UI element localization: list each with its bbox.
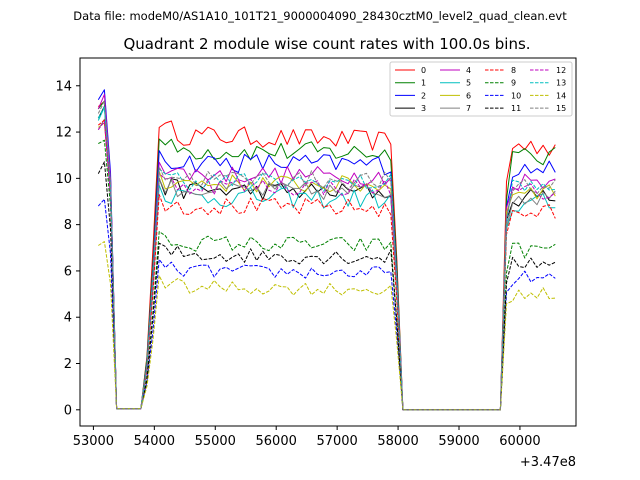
series-line-10 bbox=[97, 198, 556, 411]
y-tick-label: 6 bbox=[64, 264, 72, 279]
x-tick-label: 58000 bbox=[377, 434, 418, 449]
suptitle: Data file: modeM0/AS1A10_101T21_90000040… bbox=[73, 9, 567, 23]
y-tick-label: 10 bbox=[55, 172, 72, 187]
x-tick-label: 57000 bbox=[316, 434, 357, 449]
legend-label-12: 12 bbox=[556, 66, 566, 75]
legend-label-3: 3 bbox=[421, 104, 426, 113]
legend-label-4: 4 bbox=[466, 66, 471, 75]
legend-label-1: 1 bbox=[421, 79, 426, 88]
y-tick-label: 8 bbox=[64, 218, 72, 233]
x-tick-label: 53000 bbox=[73, 434, 114, 449]
legend-label-2: 2 bbox=[421, 91, 426, 100]
y-tick-label: 4 bbox=[64, 311, 72, 326]
legend-label-5: 5 bbox=[466, 79, 471, 88]
x-tick-label: 55000 bbox=[195, 434, 236, 449]
series-line-14 bbox=[98, 241, 556, 411]
legend-label-11: 11 bbox=[511, 104, 521, 113]
y-tick-label: 14 bbox=[55, 79, 72, 94]
plot-area bbox=[97, 89, 556, 411]
x-tick-label: 54000 bbox=[134, 434, 175, 449]
axes-frame bbox=[79, 57, 577, 427]
legend-label-14: 14 bbox=[556, 91, 566, 100]
chart-title: Quadrant 2 module wise count rates with … bbox=[123, 35, 530, 53]
legend-label-0: 0 bbox=[421, 66, 426, 75]
legend-label-15: 15 bbox=[556, 104, 566, 113]
legend-label-10: 10 bbox=[511, 91, 521, 100]
legend-label-7: 7 bbox=[466, 104, 471, 113]
y-tick-label: 12 bbox=[55, 126, 72, 141]
legend-label-13: 13 bbox=[556, 79, 566, 88]
series-line-15 bbox=[97, 100, 556, 411]
y-tick-label: 0 bbox=[64, 403, 72, 418]
legend-label-6: 6 bbox=[466, 91, 471, 100]
legend-label-9: 9 bbox=[511, 79, 516, 88]
x-tick-label: 56000 bbox=[256, 434, 297, 449]
x-tick-label: 60000 bbox=[499, 434, 540, 449]
series-line-8 bbox=[97, 119, 556, 411]
y-tick-label: 2 bbox=[64, 357, 72, 372]
x-tick-label: 59000 bbox=[438, 434, 479, 449]
axes: 53000 54000 55000 56000 57000 58000 59000 60000… bbox=[55, 57, 577, 449]
x-offset-label: +3.47e8 bbox=[520, 455, 576, 470]
legend-box bbox=[389, 61, 573, 117]
legend-label-8: 8 bbox=[511, 66, 516, 75]
